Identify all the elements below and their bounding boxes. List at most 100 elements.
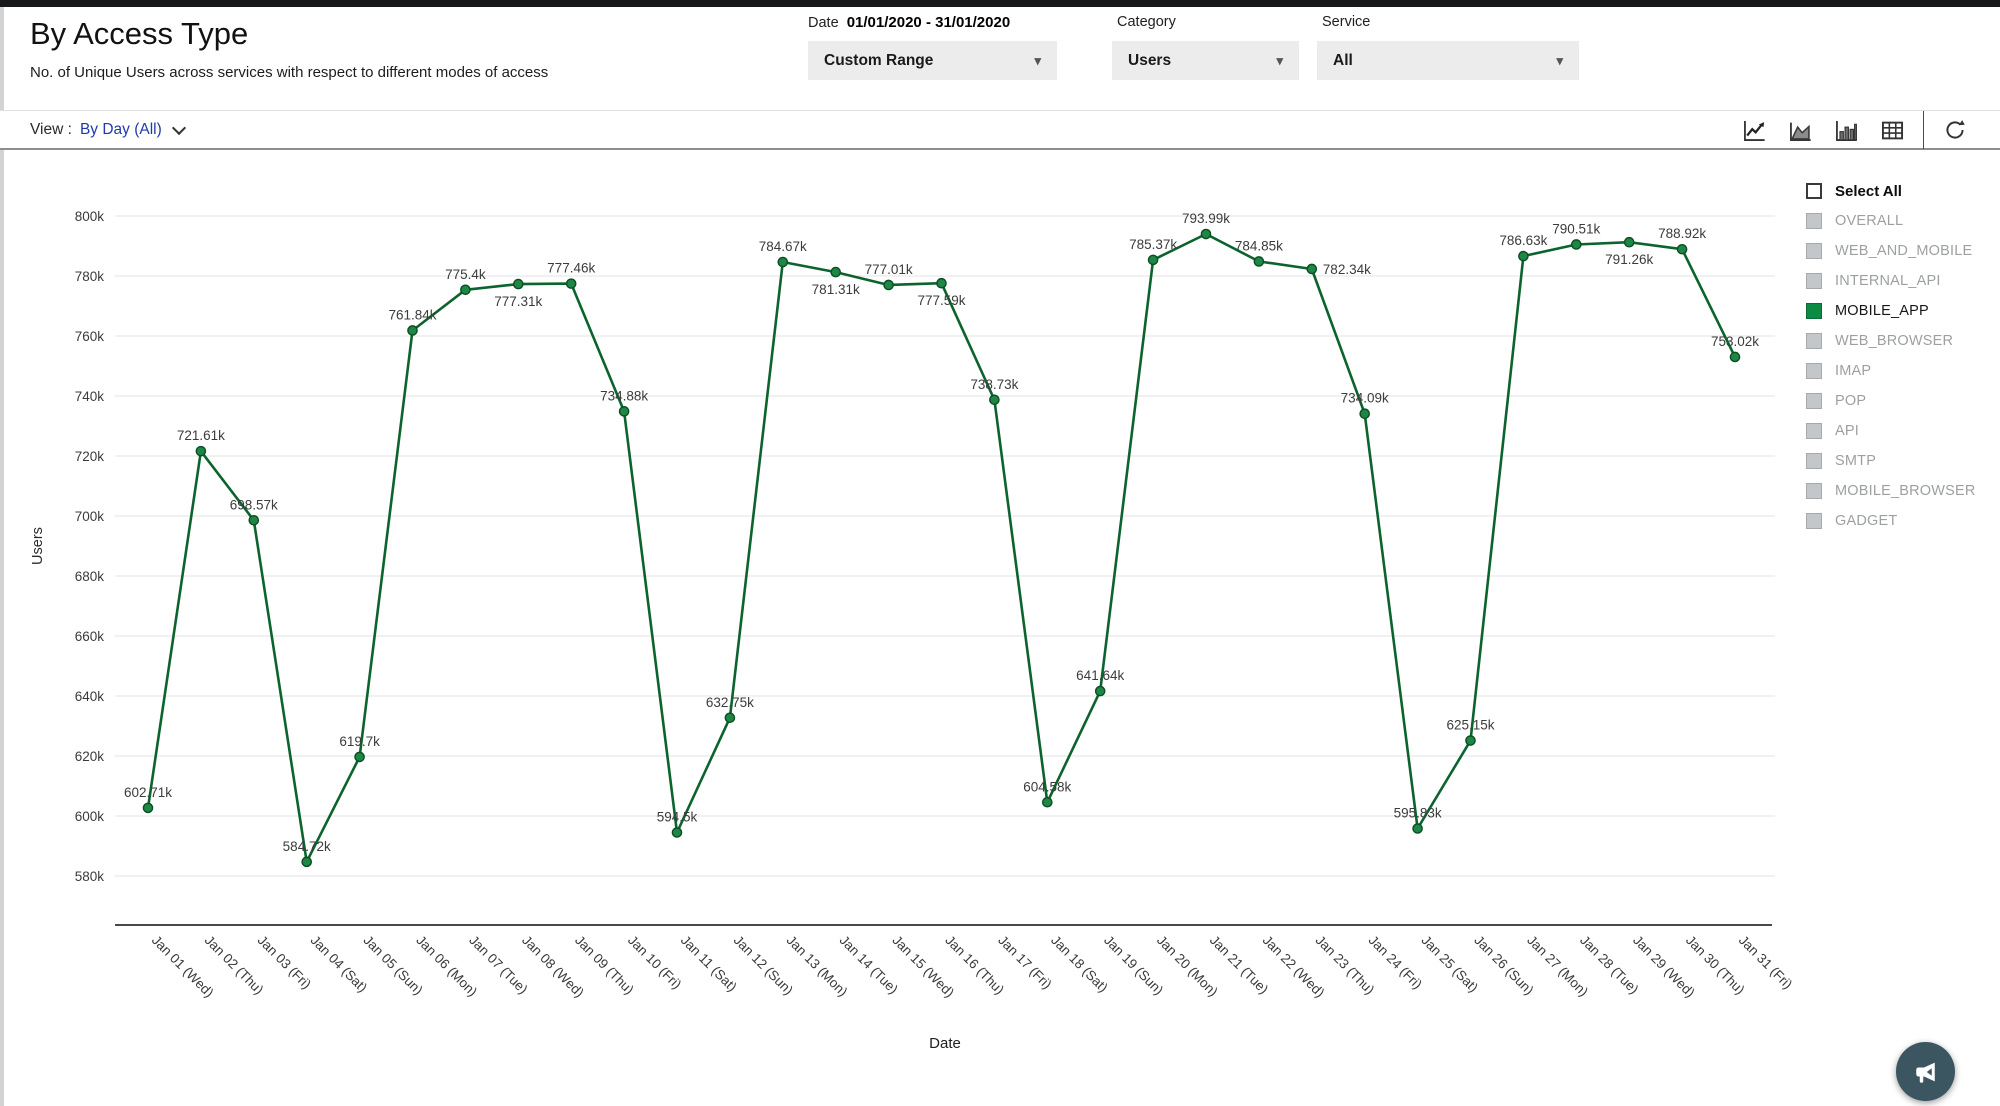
data-point-jan-02[interactable] (195, 445, 207, 457)
unchecked-checkbox[interactable] (1806, 513, 1822, 529)
data-point-jan-17[interactable] (989, 394, 1000, 406)
service-select-value: All (1333, 51, 1353, 69)
point-value-label: 738.73k (970, 377, 1018, 392)
data-point-jan-04[interactable] (301, 856, 313, 868)
unchecked-checkbox[interactable] (1806, 333, 1822, 349)
legend-item-gadget[interactable]: GADGET (1806, 506, 1976, 536)
date-range-select[interactable]: Custom Range ▾ (808, 41, 1057, 80)
data-point-jan-16[interactable] (936, 277, 947, 289)
data-point-jan-13[interactable] (777, 256, 789, 268)
point-value-label: 781.31k (812, 282, 860, 297)
data-point-jan-09[interactable] (565, 278, 577, 289)
legend-item-pop[interactable]: POP (1806, 386, 1976, 416)
legend-item-mobile_app[interactable]: MOBILE_APP (1806, 296, 1976, 326)
data-point-jan-26[interactable] (1465, 735, 1476, 746)
unchecked-checkbox[interactable] (1806, 273, 1822, 289)
unchecked-checkbox[interactable] (1806, 453, 1822, 469)
legend-item-label: WEB_BROWSER (1835, 333, 1954, 349)
point-value-label: 777.01k (865, 262, 913, 277)
left-edge-divider (0, 7, 4, 1106)
table-view-button[interactable] (1869, 111, 1915, 149)
legend-item-imap[interactable]: IMAP (1806, 356, 1976, 386)
data-point-jan-20[interactable] (1147, 254, 1159, 266)
data-point-jan-23[interactable] (1306, 263, 1318, 275)
legend-item-smtp[interactable]: SMTP (1806, 446, 1976, 476)
bar-chart-type-button[interactable] (1823, 111, 1869, 149)
data-point-jan-29[interactable] (1623, 236, 1635, 248)
category-select[interactable]: Users ▾ (1112, 41, 1299, 80)
y-axis-title: Users (30, 527, 46, 565)
checked-checkbox[interactable] (1806, 303, 1822, 319)
data-point-jan-12[interactable] (724, 712, 736, 724)
point-value-label: 584.72k (283, 839, 331, 854)
category-filter-label: Category (1117, 14, 1176, 30)
unchecked-checkbox[interactable] (1806, 363, 1822, 379)
data-point-jan-24[interactable] (1359, 408, 1370, 420)
data-point-jan-18[interactable] (1042, 796, 1053, 808)
legend-list: OVERALL WEB_AND_MOBILE INTERNAL_API MOBILE_… (1806, 206, 1976, 536)
data-point-jan-21[interactable] (1200, 228, 1212, 240)
area-chart-type-button[interactable] (1777, 111, 1823, 149)
svg-text:Jan 11 (Sat): Jan 11 (Sat) (678, 933, 740, 995)
point-value-label: 791.26k (1605, 252, 1653, 267)
announcements-fab[interactable] (1896, 1042, 1955, 1101)
unchecked-checkbox[interactable] (1806, 393, 1822, 409)
point-value-label: 641.64k (1076, 668, 1124, 683)
legend-item-label: OVERALL (1835, 213, 1904, 229)
data-point-jan-14[interactable] (830, 266, 842, 278)
legend-item-web_and_mobile[interactable]: WEB_AND_MOBILE (1806, 236, 1976, 266)
select-all-label: Select All (1835, 182, 1902, 200)
view-selector[interactable]: View : By Day (All) (30, 111, 186, 149)
data-point-jan-07[interactable] (460, 284, 471, 296)
data-point-jan-27[interactable] (1518, 250, 1529, 262)
point-value-label: 775.4k (445, 267, 486, 282)
data-point-jan-06[interactable] (407, 325, 418, 336)
point-value-label: 753.02k (1711, 334, 1759, 349)
point-value-label: 784.85k (1235, 238, 1283, 253)
unchecked-checkbox[interactable] (1806, 483, 1822, 499)
x-axis-title: Date (929, 1035, 961, 1052)
data-point-jan-31[interactable] (1729, 351, 1741, 363)
series-line-mobile-app (146, 232, 1737, 864)
refresh-button[interactable] (1932, 111, 1978, 149)
y-tick-label: 780k (75, 269, 105, 284)
legend-item-mobile_browser[interactable]: MOBILE_BROWSER (1806, 476, 1976, 506)
data-point-jan-22[interactable] (1253, 256, 1265, 267)
service-select[interactable]: All ▾ (1317, 41, 1579, 80)
unchecked-checkbox[interactable] (1806, 213, 1822, 229)
area-chart-icon (1789, 122, 1811, 141)
point-value-label: 784.67k (759, 239, 807, 254)
legend-select-all[interactable]: Select All (1806, 176, 1976, 206)
data-point-jan-03[interactable] (248, 514, 260, 526)
legend-item-web_browser[interactable]: WEB_BROWSER (1806, 326, 1976, 356)
view-value[interactable]: By Day (All) (79, 121, 162, 138)
y-tick-label: 580k (75, 869, 105, 884)
legend-item-overall[interactable]: OVERALL (1806, 206, 1976, 236)
data-point-jan-10[interactable] (618, 406, 630, 417)
point-value-label: 619.7k (339, 734, 380, 749)
legend-item-label: GADGET (1835, 513, 1898, 529)
data-point-jan-01[interactable] (142, 802, 154, 814)
line-chart-icon (1743, 120, 1765, 141)
point-value-label: 698.57k (230, 497, 278, 512)
data-point-jan-28[interactable] (1571, 239, 1582, 250)
legend-item-internal_api[interactable]: INTERNAL_API (1806, 266, 1976, 296)
legend-item-api[interactable]: API (1806, 416, 1976, 446)
data-point-jan-08[interactable] (513, 278, 524, 290)
data-point-jan-19[interactable] (1094, 685, 1106, 697)
data-point-jan-11[interactable] (671, 827, 683, 838)
data-point-jan-25[interactable] (1412, 823, 1423, 834)
data-point-jan-15[interactable] (883, 279, 894, 291)
point-value-label: 777.59k (917, 293, 965, 308)
top-bar (0, 0, 2000, 7)
legend-item-label: WEB_AND_MOBILE (1835, 243, 1973, 259)
data-point-jan-30[interactable] (1676, 243, 1688, 255)
date-range-select-value: Custom Range (824, 51, 934, 69)
bar-chart-icon (1835, 120, 1857, 141)
line-chart-type-button[interactable] (1731, 111, 1777, 149)
unchecked-checkbox[interactable] (1806, 423, 1822, 439)
select-all-checkbox[interactable] (1806, 183, 1822, 199)
point-value-label: 782.34k (1323, 262, 1371, 277)
unchecked-checkbox[interactable] (1806, 243, 1822, 259)
data-point-jan-05[interactable] (354, 751, 365, 763)
